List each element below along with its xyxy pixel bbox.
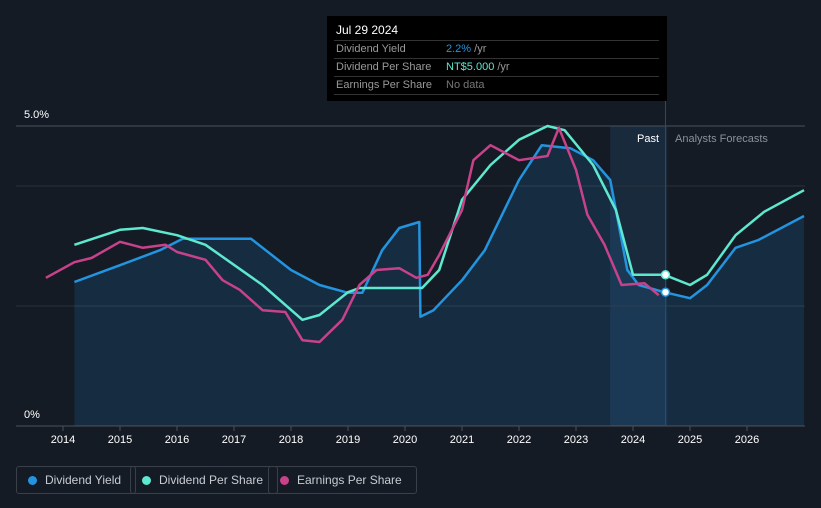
x-tick-label: 2024 — [621, 434, 645, 446]
past-label: Past — [637, 133, 659, 145]
x-tick-label: 2021 — [450, 434, 474, 446]
legend-dividend-per-share[interactable]: Dividend Per Share — [130, 466, 279, 494]
tooltip-value: No data — [446, 79, 485, 91]
x-tick-label: 2016 — [165, 434, 189, 446]
tooltip-date: Jul 29 2024 — [336, 23, 399, 37]
x-tick-label: 2026 — [735, 434, 759, 446]
x-tick-label: 2015 — [108, 434, 132, 446]
x-tick-label: 2022 — [507, 434, 531, 446]
legend-dot-icon — [28, 476, 37, 485]
dividend-yield-line — [73, 143, 805, 319]
tooltip-value: 2.2% — [446, 43, 472, 55]
legend-dividend-yield[interactable]: Dividend Yield — [16, 466, 137, 494]
tooltip-label: Dividend Yield — [336, 43, 406, 55]
forecast-label: Analysts Forecasts — [675, 133, 768, 145]
tooltip-label: Dividend Per Share — [336, 61, 432, 73]
dividend-per-share-marker — [660, 270, 671, 280]
dividend-per-share-line — [74, 124, 805, 322]
y-tick-label: 5.0% — [24, 109, 49, 121]
tooltip-row-dividend-yield: Dividend Yield 2.2% /yr — [334, 40, 659, 58]
legend-dot-icon — [280, 476, 289, 485]
x-tick-label: 2023 — [564, 434, 588, 446]
dividend-yield-area — [74, 145, 804, 426]
x-tick-label: 2018 — [279, 434, 303, 446]
tooltip-row-eps: Earnings Per Share No data — [334, 76, 659, 95]
tooltip-unit: /yr — [471, 43, 487, 55]
tooltip-value: NT$5.000 — [446, 61, 495, 73]
legend-label: Dividend Per Share — [159, 473, 264, 487]
legend-label: Earnings Per Share — [297, 473, 402, 487]
legend-earnings-per-share[interactable]: Earnings Per Share — [268, 466, 417, 494]
tooltip: Jul 29 2024 Dividend Yield 2.2% /yr Divid… — [327, 16, 667, 101]
tooltip-label: Earnings Per Share — [336, 79, 432, 91]
tooltip-row-dividend-per-share: Dividend Per Share NT$5.000 /yr — [334, 58, 659, 76]
x-tick-label: 2014 — [51, 434, 75, 446]
tooltip-unit: /yr — [494, 61, 510, 73]
x-tick-label: 2020 — [393, 434, 417, 446]
x-tick-label: 2017 — [222, 434, 246, 446]
legend-label: Dividend Yield — [45, 473, 122, 487]
y-tick-label: 0% — [24, 409, 40, 421]
earnings-per-share-line — [45, 126, 660, 344]
legend-dot-icon — [142, 476, 151, 485]
dividend-yield-marker — [660, 287, 671, 297]
x-tick-label: 2025 — [678, 434, 702, 446]
x-tick-label: 2019 — [336, 434, 360, 446]
